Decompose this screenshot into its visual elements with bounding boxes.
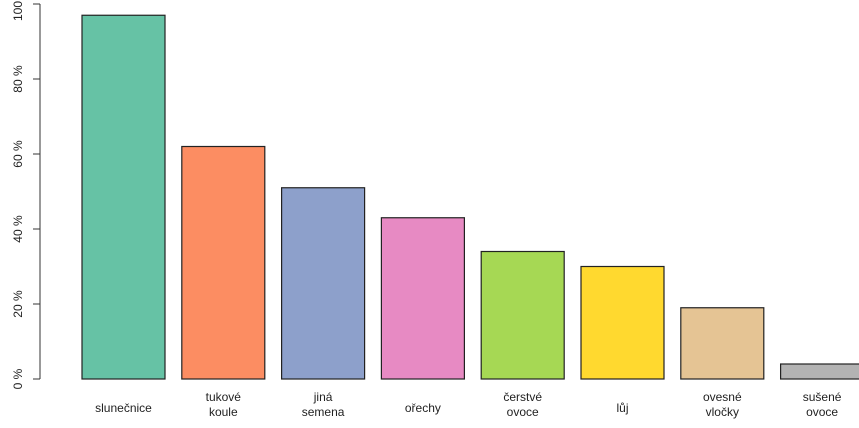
y-tick-label: 60 % — [11, 140, 25, 168]
x-tick-label: lůj — [616, 401, 628, 415]
bar — [380, 217, 465, 380]
bar — [181, 145, 266, 380]
x-tick-label: jiná semena — [302, 390, 345, 419]
x-tick-label: ořechy — [405, 401, 441, 415]
x-tick-label: ovesné vločky — [703, 390, 742, 419]
bar — [81, 14, 166, 380]
bar — [779, 363, 859, 380]
y-tick-label: 80 % — [11, 65, 25, 93]
y-tick-label: 20 % — [11, 290, 25, 318]
y-tick-label: 0 % — [11, 368, 25, 389]
x-tick-label: slunečnice — [95, 401, 152, 415]
y-tick-label: 40 % — [11, 215, 25, 243]
bar — [480, 250, 565, 380]
bar — [281, 187, 366, 380]
x-tick-label: tukové koule — [206, 390, 242, 419]
bar — [580, 265, 665, 380]
y-tick-label: 100 % — [11, 0, 25, 21]
x-tick-label: čerstvé ovoce — [503, 390, 542, 419]
bar — [680, 307, 765, 380]
x-tick-label: sušené ovoce — [803, 390, 842, 419]
